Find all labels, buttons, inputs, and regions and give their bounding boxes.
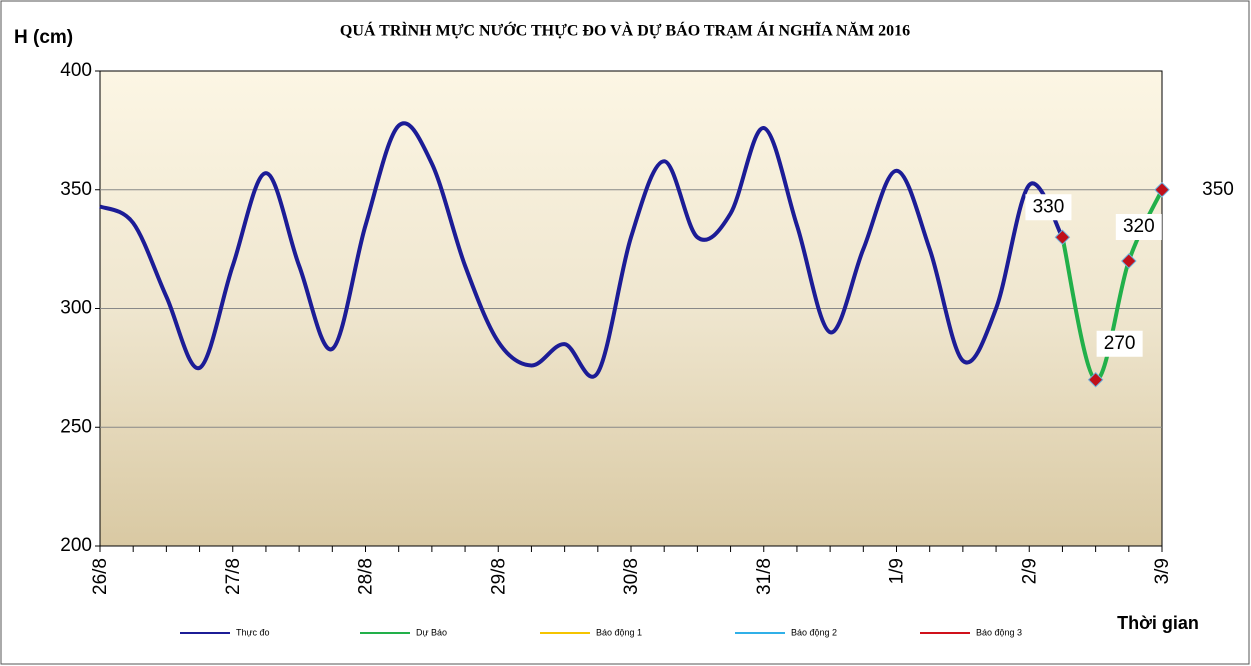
- x-tick-label: 30/8: [621, 558, 642, 595]
- legend-label: Dự Báo: [416, 627, 447, 637]
- x-tick-label: 31/8: [754, 558, 775, 595]
- data-label-group: 350: [1195, 176, 1241, 203]
- y-tick-label: 400: [60, 60, 92, 81]
- x-tick-label: 2/9: [1019, 558, 1040, 584]
- chart-title: QUÁ TRÌNH MỰC NƯỚC THỰC ĐO VÀ DỰ BÁO TRẠ…: [340, 21, 910, 40]
- data-label-group: 320: [1115, 214, 1162, 240]
- data-label: 330: [1033, 196, 1065, 217]
- marker: [1154, 181, 1170, 198]
- x-tick-label: 3/9: [1152, 558, 1173, 584]
- series-line: [99, 121, 1065, 379]
- y-tick-label: 250: [60, 416, 92, 437]
- x-axis-label: Thời gian: [1117, 613, 1199, 633]
- data-label-box: [1195, 176, 1241, 203]
- x-tick-label: 29/8: [488, 558, 509, 595]
- y-axis-label: H (cm): [14, 27, 73, 48]
- marker: [1054, 229, 1071, 246]
- legend-label: Báo động 1: [596, 627, 642, 637]
- y-tick-label: 200: [60, 535, 92, 556]
- legend-label: Báo động 3: [976, 627, 1022, 637]
- data-label-box: [1025, 194, 1072, 221]
- legend-label: Thực đo: [236, 627, 270, 637]
- data-label: 320: [1123, 216, 1155, 237]
- x-tick-label: 28/8: [356, 558, 377, 595]
- data-label: 350: [1202, 179, 1234, 200]
- data-label-box: [1096, 330, 1143, 357]
- data-label-group: 330: [1025, 194, 1072, 221]
- y-tick-label: 350: [60, 179, 92, 200]
- data-label-box: [1115, 214, 1162, 240]
- x-tick-label: 27/8: [223, 558, 244, 595]
- data-label-group: 270: [1096, 330, 1143, 357]
- legend-label: Báo động 2: [791, 627, 837, 637]
- x-tick-label: 26/8: [90, 558, 111, 595]
- marker: [1121, 253, 1137, 269]
- marker: [1087, 371, 1104, 388]
- x-tick-label: 1/9: [887, 558, 908, 584]
- data-label: 270: [1104, 333, 1136, 354]
- y-tick-label: 300: [60, 298, 92, 319]
